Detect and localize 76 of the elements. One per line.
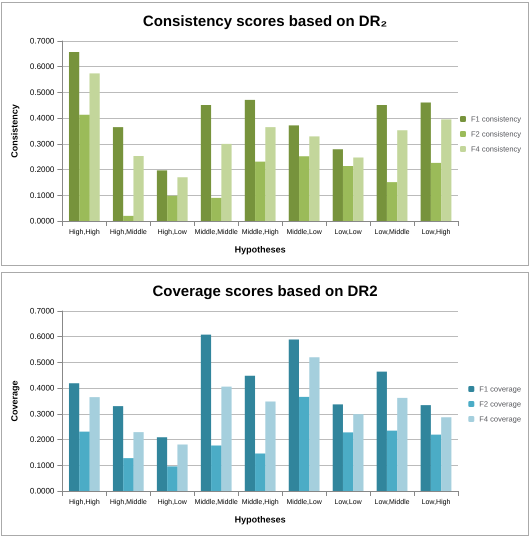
bar	[265, 402, 276, 491]
bar	[89, 73, 100, 221]
bar	[288, 125, 300, 221]
bar	[112, 127, 124, 221]
bar	[68, 383, 80, 491]
y-tick-label: 0.0000	[30, 216, 55, 226]
bar	[441, 119, 452, 221]
bar	[221, 386, 232, 491]
bar	[156, 170, 168, 221]
bar	[420, 102, 431, 221]
y-tick-label: 0.5000	[30, 88, 55, 97]
y-tick-label: 0.2000	[30, 165, 55, 174]
bar	[420, 405, 431, 491]
bar	[353, 414, 364, 491]
y-tick-label: 0.5000	[30, 358, 55, 367]
bar	[386, 182, 398, 221]
y-tick-label: 0.3000	[30, 409, 55, 418]
bar	[89, 397, 100, 491]
bar	[177, 444, 188, 491]
bar	[342, 432, 354, 491]
bar	[68, 52, 80, 221]
bar	[397, 398, 408, 491]
bar	[211, 198, 222, 221]
bar	[112, 406, 124, 491]
y-axis-title: Consistency	[10, 104, 20, 158]
bar	[441, 417, 452, 491]
bar	[221, 144, 232, 221]
bar	[79, 432, 90, 491]
y-tick-label: 0.7000	[30, 36, 55, 46]
y-tick-label: 0.2000	[30, 435, 55, 444]
bar	[133, 156, 144, 221]
bar	[430, 434, 442, 491]
bar	[167, 466, 178, 491]
bar	[332, 404, 343, 491]
chart-title: Consistency scores based on DR₂	[142, 13, 388, 30]
bar	[123, 216, 134, 221]
bar	[386, 430, 398, 491]
bar	[342, 166, 354, 221]
bar	[133, 432, 144, 491]
bar	[430, 162, 442, 221]
bar	[376, 372, 387, 491]
y-tick-label: 0.1000	[30, 190, 55, 200]
bar	[244, 376, 256, 491]
x-axis-title: Hypotheses	[234, 514, 286, 524]
bar	[353, 157, 364, 221]
y-axis-title: Coverage	[10, 380, 20, 422]
bar	[309, 136, 320, 221]
bar	[79, 114, 90, 221]
y-tick-label: 0.4000	[30, 384, 55, 393]
y-tick-label: 0.0000	[30, 486, 55, 496]
y-tick-label: 0.1000	[30, 460, 55, 470]
x-axis-title: Hypotheses	[234, 244, 286, 254]
bar	[299, 396, 310, 491]
bar	[244, 100, 256, 221]
bar	[255, 453, 266, 491]
bar	[397, 130, 408, 221]
bar	[299, 156, 310, 221]
bar	[309, 357, 320, 491]
bar	[156, 437, 168, 491]
y-tick-label: 0.7000	[30, 306, 55, 316]
bar	[167, 196, 178, 221]
bar	[211, 445, 222, 491]
y-tick-label: 0.3000	[30, 139, 55, 148]
y-tick-label: 0.6000	[30, 332, 55, 342]
bar	[200, 334, 212, 491]
bar	[265, 127, 276, 221]
bar	[123, 458, 134, 491]
bar	[376, 105, 387, 221]
bar	[288, 340, 300, 491]
bar	[200, 105, 212, 221]
y-tick-label: 0.6000	[30, 62, 55, 72]
chart-title: Coverage scores based on DR2	[152, 283, 378, 300]
bar	[177, 177, 188, 221]
bar	[332, 149, 343, 221]
y-tick-label: 0.4000	[30, 114, 55, 123]
bar	[255, 162, 266, 221]
